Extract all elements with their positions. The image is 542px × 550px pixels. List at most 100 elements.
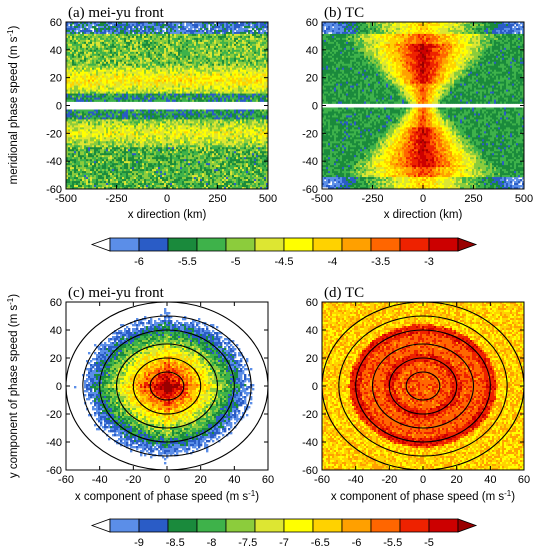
heatmap-cell bbox=[176, 85, 179, 88]
heatmap-cell bbox=[126, 87, 129, 90]
heatmap-cell bbox=[176, 27, 179, 31]
heatmap-cell bbox=[112, 25, 115, 29]
heatmap-cell bbox=[68, 22, 71, 25]
heatmap-cell bbox=[146, 27, 149, 31]
heatmap-cell bbox=[246, 41, 249, 45]
heatmap-cell bbox=[84, 123, 87, 126]
heatmap-cell bbox=[82, 115, 85, 118]
heatmap-cell bbox=[74, 77, 77, 81]
heatmap-cell bbox=[118, 75, 121, 79]
heatmap-cell bbox=[138, 125, 141, 128]
heatmap-cell bbox=[106, 37, 109, 41]
heatmap-cell bbox=[76, 77, 79, 81]
heatmap-cell bbox=[186, 22, 189, 25]
heatmap-cell bbox=[114, 33, 117, 37]
heatmap-cell bbox=[230, 67, 233, 71]
heatmap-cell bbox=[246, 45, 249, 49]
heatmap-cell bbox=[246, 113, 249, 116]
heatmap-cell bbox=[166, 71, 169, 75]
heatmap-cell bbox=[202, 113, 205, 116]
heatmap-cell bbox=[178, 65, 181, 69]
heatmap-cell bbox=[136, 51, 139, 55]
heatmap-cell bbox=[86, 99, 89, 102]
heatmap-cell bbox=[130, 109, 133, 112]
heatmap-cell bbox=[256, 49, 259, 53]
heatmap-cell bbox=[200, 73, 203, 77]
heatmap-cell bbox=[146, 57, 149, 61]
heatmap-cell bbox=[90, 55, 93, 59]
heatmap-cell bbox=[80, 35, 83, 39]
heatmap-cell bbox=[244, 51, 247, 55]
heatmap-cell bbox=[252, 39, 255, 43]
heatmap-cell bbox=[122, 93, 125, 96]
heatmap-cell bbox=[150, 59, 153, 63]
heatmap-cell bbox=[72, 117, 75, 120]
heatmap-cell bbox=[120, 43, 123, 47]
heatmap-cell bbox=[204, 65, 207, 69]
heatmap-cell bbox=[86, 27, 89, 31]
heatmap-cell bbox=[184, 61, 187, 65]
heatmap-cell bbox=[120, 79, 123, 82]
heatmap-cell bbox=[256, 22, 259, 25]
heatmap-cell bbox=[156, 121, 159, 124]
heatmap-cell bbox=[134, 127, 137, 130]
heatmap-cell bbox=[140, 51, 143, 55]
heatmap-cell bbox=[234, 125, 237, 128]
heatmap-cell bbox=[80, 71, 83, 75]
heatmap-cell bbox=[76, 109, 79, 112]
heatmap-cell bbox=[244, 73, 247, 77]
heatmap-cell bbox=[154, 45, 157, 49]
heatmap-cell bbox=[246, 71, 249, 75]
heatmap-cell bbox=[94, 81, 97, 84]
heatmap-cell bbox=[94, 51, 97, 55]
heatmap-cell bbox=[100, 97, 103, 100]
heatmap-cell bbox=[84, 125, 87, 128]
heatmap-cell bbox=[212, 43, 215, 47]
heatmap-cell bbox=[220, 89, 223, 92]
heatmap-cell bbox=[162, 69, 165, 73]
heatmap-cell bbox=[154, 61, 157, 65]
heatmap-cell bbox=[234, 43, 237, 47]
heatmap-cell bbox=[210, 85, 213, 88]
heatmap-cell bbox=[172, 79, 175, 82]
heatmap-cell bbox=[68, 109, 71, 112]
heatmap-cell bbox=[206, 91, 209, 94]
heatmap-cell bbox=[130, 95, 133, 98]
heatmap-cell bbox=[182, 69, 185, 73]
heatmap-cell bbox=[218, 75, 221, 79]
heatmap-cell bbox=[164, 49, 167, 53]
heatmap-cell bbox=[264, 93, 267, 96]
heatmap-cell bbox=[210, 93, 213, 96]
heatmap-cell bbox=[220, 87, 223, 90]
heatmap-cell bbox=[194, 123, 197, 126]
heatmap-cell bbox=[184, 35, 187, 39]
heatmap-cell bbox=[212, 45, 215, 49]
heatmap-cell bbox=[210, 97, 213, 100]
heatmap-cell bbox=[234, 85, 237, 88]
heatmap-cell bbox=[106, 29, 109, 33]
heatmap-cell bbox=[152, 85, 155, 88]
heatmap-cell bbox=[92, 25, 95, 29]
heatmap-cell bbox=[246, 111, 249, 114]
heatmap-cell bbox=[112, 55, 115, 59]
heatmap-cell bbox=[118, 51, 121, 55]
heatmap-cell bbox=[94, 75, 97, 79]
heatmap-cell bbox=[126, 41, 129, 45]
heatmap-cell bbox=[102, 39, 105, 43]
heatmap-cell bbox=[148, 67, 151, 71]
heatmap-cell bbox=[74, 45, 77, 49]
heatmap-cell bbox=[226, 83, 229, 86]
heatmap-cell bbox=[82, 93, 85, 96]
heatmap-cell bbox=[186, 49, 189, 53]
heatmap-cell bbox=[258, 95, 261, 98]
heatmap-cell bbox=[146, 71, 149, 75]
heatmap-cell bbox=[240, 61, 243, 65]
heatmap-cell bbox=[262, 111, 265, 114]
heatmap-cell bbox=[164, 51, 167, 55]
heatmap-cell bbox=[100, 65, 103, 69]
heatmap-cell bbox=[122, 97, 125, 100]
heatmap-cell bbox=[244, 31, 247, 35]
heatmap-cell bbox=[172, 49, 175, 53]
heatmap-cell bbox=[168, 47, 171, 51]
heatmap-cell bbox=[102, 27, 105, 31]
